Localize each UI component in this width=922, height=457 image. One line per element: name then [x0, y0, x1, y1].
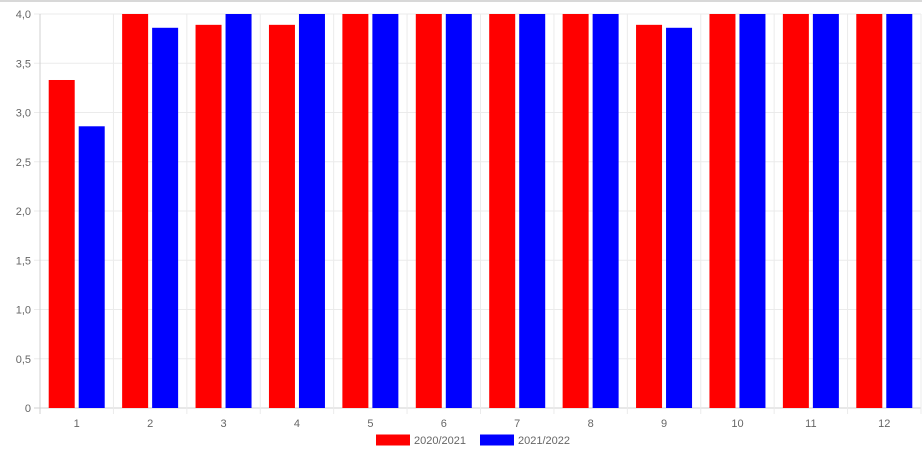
x-tick-label: 5: [367, 418, 373, 430]
bar-2020-2021-3[interactable]: [195, 24, 222, 409]
bar-2020-2021-7[interactable]: [489, 14, 516, 408]
axis-layer: 00,51,01,52,02,53,03,54,01 2 3 4 5 6 7 8 9 10 11 12: [16, 9, 891, 430]
x-tick-label: 2: [147, 418, 153, 430]
bar-2020-2021-4[interactable]: [268, 24, 295, 409]
bar-2021-2022-3[interactable]: [225, 14, 252, 408]
bar-2021-2022-5[interactable]: [372, 14, 399, 408]
legend-label: 2020/2021: [414, 435, 466, 447]
bar-2021-2022-10[interactable]: [739, 14, 766, 408]
y-tick-label: 2,0: [16, 206, 31, 218]
top-border: [0, 0, 922, 2]
grid-layer: [34, 13, 922, 414]
legend[interactable]: 2020/2021 2021/2022: [376, 434, 570, 448]
y-tick-label: 0,5: [16, 354, 31, 366]
bar-2021-2022-11[interactable]: [812, 14, 839, 408]
legend-label: 2021/2022: [518, 435, 570, 447]
bar-2021-2022-9[interactable]: [666, 27, 693, 408]
y-tick-label: 1,5: [16, 255, 31, 267]
x-tick-label: 3: [220, 418, 226, 430]
legend-swatch: [480, 434, 514, 446]
bar-2021-2022-6[interactable]: [445, 14, 472, 408]
y-tick-label: 0: [25, 403, 31, 415]
x-tick-label: 12: [878, 418, 890, 430]
x-tick-label: 10: [731, 418, 743, 430]
bars-layer: [48, 14, 913, 409]
bar-2020-2021-9[interactable]: [636, 24, 663, 409]
x-tick-label: 7: [514, 418, 520, 430]
x-tick-label: 9: [661, 418, 667, 430]
bar-2021-2022-1[interactable]: [78, 126, 105, 408]
bar-2021-2022-8[interactable]: [592, 14, 619, 408]
x-tick-label: 4: [294, 418, 300, 430]
bar-2021-2022-4[interactable]: [298, 14, 325, 408]
legend-item-2021-2022[interactable]: 2021/2022: [480, 434, 570, 448]
bar-2021-2022-7[interactable]: [519, 14, 546, 408]
x-tick-label: 6: [441, 418, 447, 430]
bar-2020-2021-2[interactable]: [122, 14, 149, 408]
legend-item-2020-2021[interactable]: 2020/2021: [376, 434, 466, 448]
y-tick-label: 2,5: [16, 157, 31, 169]
legend-swatch: [376, 434, 410, 446]
x-tick-label: 8: [588, 418, 594, 430]
y-tick-label: 3,0: [16, 108, 31, 120]
bar-2020-2021-1[interactable]: [48, 79, 75, 409]
x-tick-label: 11: [805, 418, 816, 430]
bar-2020-2021-12[interactable]: [856, 14, 883, 408]
y-tick-label: 4,0: [16, 9, 31, 21]
x-tick-label: 1: [74, 418, 80, 430]
bar-2020-2021-11[interactable]: [782, 14, 809, 408]
bar-2021-2022-2[interactable]: [152, 27, 179, 408]
y-tick-label: 1,0: [16, 305, 31, 317]
bar-2020-2021-5[interactable]: [342, 14, 369, 408]
bar-2020-2021-6[interactable]: [415, 14, 442, 408]
bar-2021-2022-12[interactable]: [886, 14, 913, 408]
bar-2020-2021-8[interactable]: [562, 14, 589, 408]
y-tick-label: 3,5: [16, 58, 31, 70]
bar-2020-2021-10[interactable]: [709, 14, 736, 408]
